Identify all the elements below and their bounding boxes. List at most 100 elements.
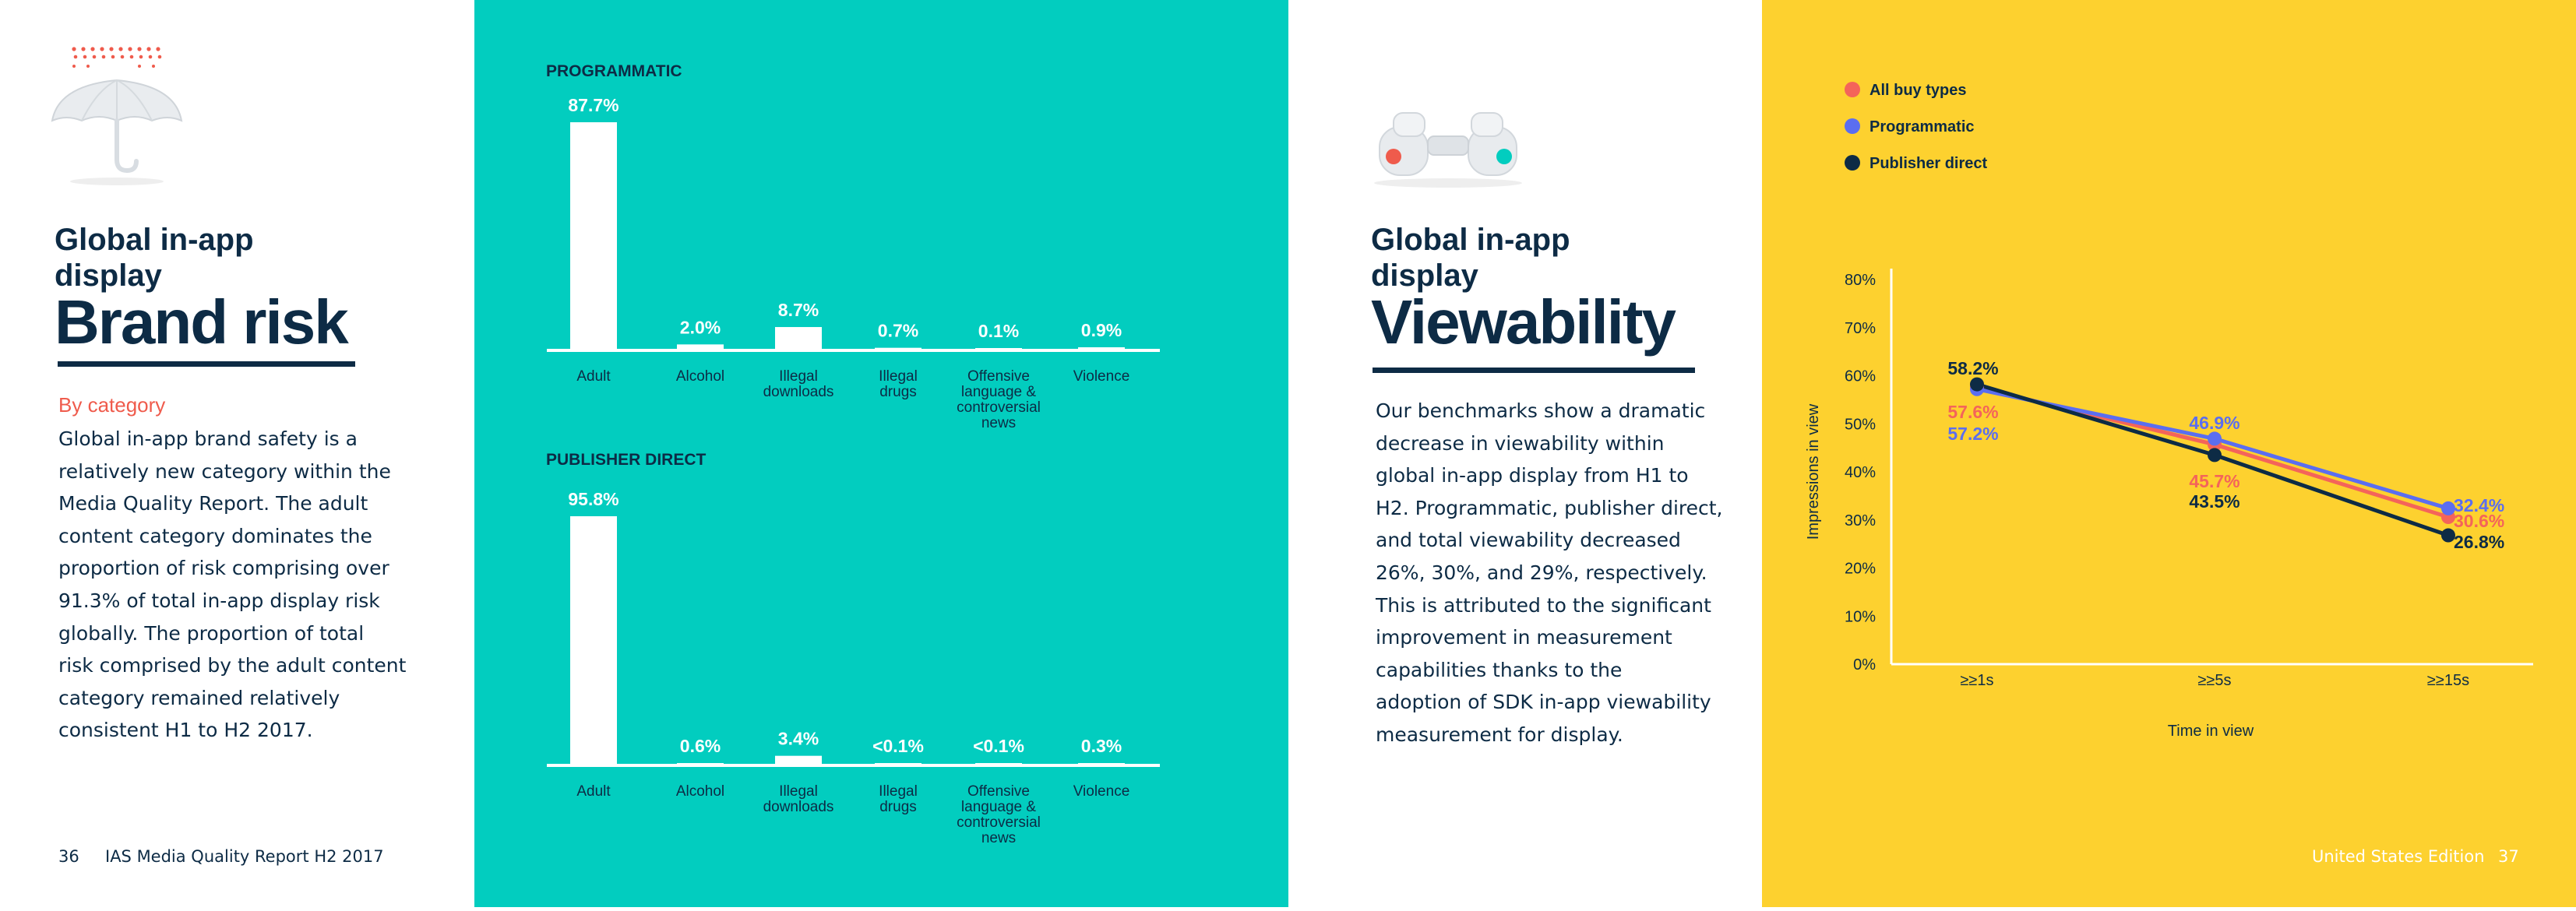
bar-value-label: 2.0%: [680, 317, 721, 337]
body-line: Global in-app brand safety is a: [58, 427, 358, 450]
bar: [875, 347, 922, 350]
tick-label-line: downloads: [763, 384, 834, 400]
tick-label-line: Violence: [1073, 783, 1130, 800]
y-tick-label: 10%: [1845, 608, 1876, 625]
tick-label-line: language &: [961, 799, 1036, 815]
x-tick-label: ≥≥15s: [2427, 672, 2469, 689]
y-axis-label: Impressions in view: [1805, 403, 1822, 540]
bar-value-label: 3.4%: [778, 729, 819, 749]
line-chart-group: All buy types Programmatic Publisher direc…: [1805, 82, 2533, 740]
data-label: 46.9%: [2189, 413, 2239, 433]
legend-marker: [1845, 155, 1860, 171]
programmatic-bar-chart: PROGRAMMATIC 87.7% Adult 2.0% Alcohol 8.7% Ill…: [546, 62, 1160, 431]
data-label: 32.4%: [2454, 495, 2504, 515]
body-line: measurement for display.: [1376, 723, 1623, 746]
body-line: risk comprised by the adult content: [58, 654, 407, 677]
footer-edition: United States Edition: [2312, 847, 2485, 866]
legend-marker: [1845, 118, 1860, 134]
bar: [1078, 347, 1125, 350]
body-line: This is attributed to the significant: [1376, 593, 1711, 617]
category-tick-label: Illegal downloads: [763, 368, 834, 400]
x-tick-label: ≥≥1s: [1960, 672, 1993, 689]
tick-label-line: Offensive: [967, 783, 1030, 800]
data-label: 57.6%: [1947, 402, 1998, 422]
legend-marker: [1845, 82, 1860, 97]
category-tick-label: Offensive language & controversial news: [957, 783, 1041, 846]
y-tick-label: 80%: [1845, 272, 1876, 289]
bar-value-label: 0.1%: [978, 321, 1019, 341]
body-line: 26%, 30%, and 29%, respectively.: [1376, 561, 1707, 584]
body-line: capabilities thanks to the: [1376, 658, 1623, 681]
category-tick-label: Illegal drugs: [879, 783, 918, 815]
tick-label-line: drugs: [879, 799, 917, 815]
legend-label: All buy types: [1869, 82, 1966, 99]
body-line: adoption of SDK in-app viewability: [1376, 691, 1711, 714]
body-line: category remained relatively: [58, 686, 340, 709]
body-line: relatively new category within the: [58, 459, 391, 483]
data-label: 26.8%: [2454, 532, 2504, 552]
page-number: 36: [58, 847, 79, 866]
tick-label-line: Illegal: [779, 368, 818, 385]
bar: [570, 122, 617, 350]
chart-title: PUBLISHER DIRECT: [546, 451, 707, 469]
body-text: Global in-app brand safety is a relative…: [58, 423, 425, 747]
y-tick-label: 20%: [1845, 561, 1876, 578]
category-label: By category: [58, 393, 166, 417]
category-tick-label: Illegal downloads: [763, 783, 834, 815]
bar-value-label: 95.8%: [568, 489, 618, 509]
bar-value-label: 0.9%: [1081, 320, 1122, 340]
body-line: content category dominates the: [58, 524, 372, 547]
bar-value-label: 0.7%: [878, 321, 918, 341]
tick-label-line: Illegal: [779, 783, 818, 800]
chart-title: PROGRAMMATIC: [546, 62, 682, 80]
footer-report-name: IAS Media Quality Report H2 2017: [105, 847, 384, 866]
category-tick-label: Violence: [1073, 783, 1130, 800]
tick-label-line: language &: [961, 384, 1036, 400]
category-tick-label: Violence: [1073, 368, 1130, 385]
y-tick-label: 40%: [1845, 464, 1876, 481]
bar: [677, 344, 724, 350]
category-tick-label: Adult: [576, 368, 611, 385]
tick-label-line: Offensive: [967, 368, 1030, 385]
tick-label-line: Illegal: [879, 783, 918, 800]
y-tick-label: 50%: [1845, 416, 1876, 433]
category-tick-label: Alcohol: [676, 783, 724, 800]
tick-label-line: Adult: [576, 783, 611, 800]
bar-value-label: 87.7%: [568, 95, 618, 115]
data-label: 43.5%: [2189, 491, 2239, 512]
body-line: H2. Programmatic, publisher direct,: [1376, 496, 1723, 519]
subtitle-line-2: display: [1371, 259, 1478, 293]
tick-label-line: Illegal: [879, 368, 918, 385]
right-page-text: Global in-app display Viewability Our be…: [1288, 0, 1762, 907]
x-tick-label: ≥≥5s: [2197, 672, 2231, 689]
data-label: 30.6%: [2454, 511, 2504, 531]
data-point: [2208, 448, 2222, 463]
subtitle-line-1: Global in-app: [1371, 223, 1570, 257]
tick-label-line: Adult: [576, 368, 611, 385]
data-point: [2208, 431, 2222, 446]
tick-label-line: controversial: [957, 814, 1041, 831]
subtitle-line-2: display: [55, 259, 162, 293]
tick-label-line: news: [981, 830, 1016, 846]
body-line: global in-app display from H1 to: [1376, 464, 1689, 487]
category-tick-label: Offensive language & controversial news: [957, 368, 1041, 431]
body-line: 91.3% of total in-app display risk: [58, 589, 380, 612]
data-label: 58.2%: [1947, 358, 1998, 378]
tick-label-line: controversial: [957, 399, 1041, 416]
data-label: 57.2%: [1947, 424, 1998, 444]
page-number: 37: [2498, 847, 2519, 866]
y-tick-label: 30%: [1845, 512, 1876, 529]
bar-value-label: 0.3%: [1081, 736, 1122, 756]
umbrella-icon: [51, 47, 183, 185]
left-page: Global in-app display Brand risk By cate…: [0, 0, 474, 907]
brand-risk-charts-panel: PROGRAMMATIC 87.7% Adult 2.0% Alcohol 8.7% Ill…: [474, 0, 1288, 907]
subtitle-line-1: Global in-app: [55, 223, 254, 257]
page-title: Viewability: [1371, 287, 1676, 357]
x-axis-label: Time in view: [2168, 723, 2254, 740]
category-tick-label: Illegal drugs: [879, 368, 918, 400]
binoculars-icon: [1374, 112, 1522, 188]
category-tick-label: Adult: [576, 783, 611, 800]
bar: [775, 327, 822, 350]
category-tick-label: Alcohol: [676, 368, 724, 385]
body-line: Media Quality Report. The adult: [58, 492, 368, 515]
